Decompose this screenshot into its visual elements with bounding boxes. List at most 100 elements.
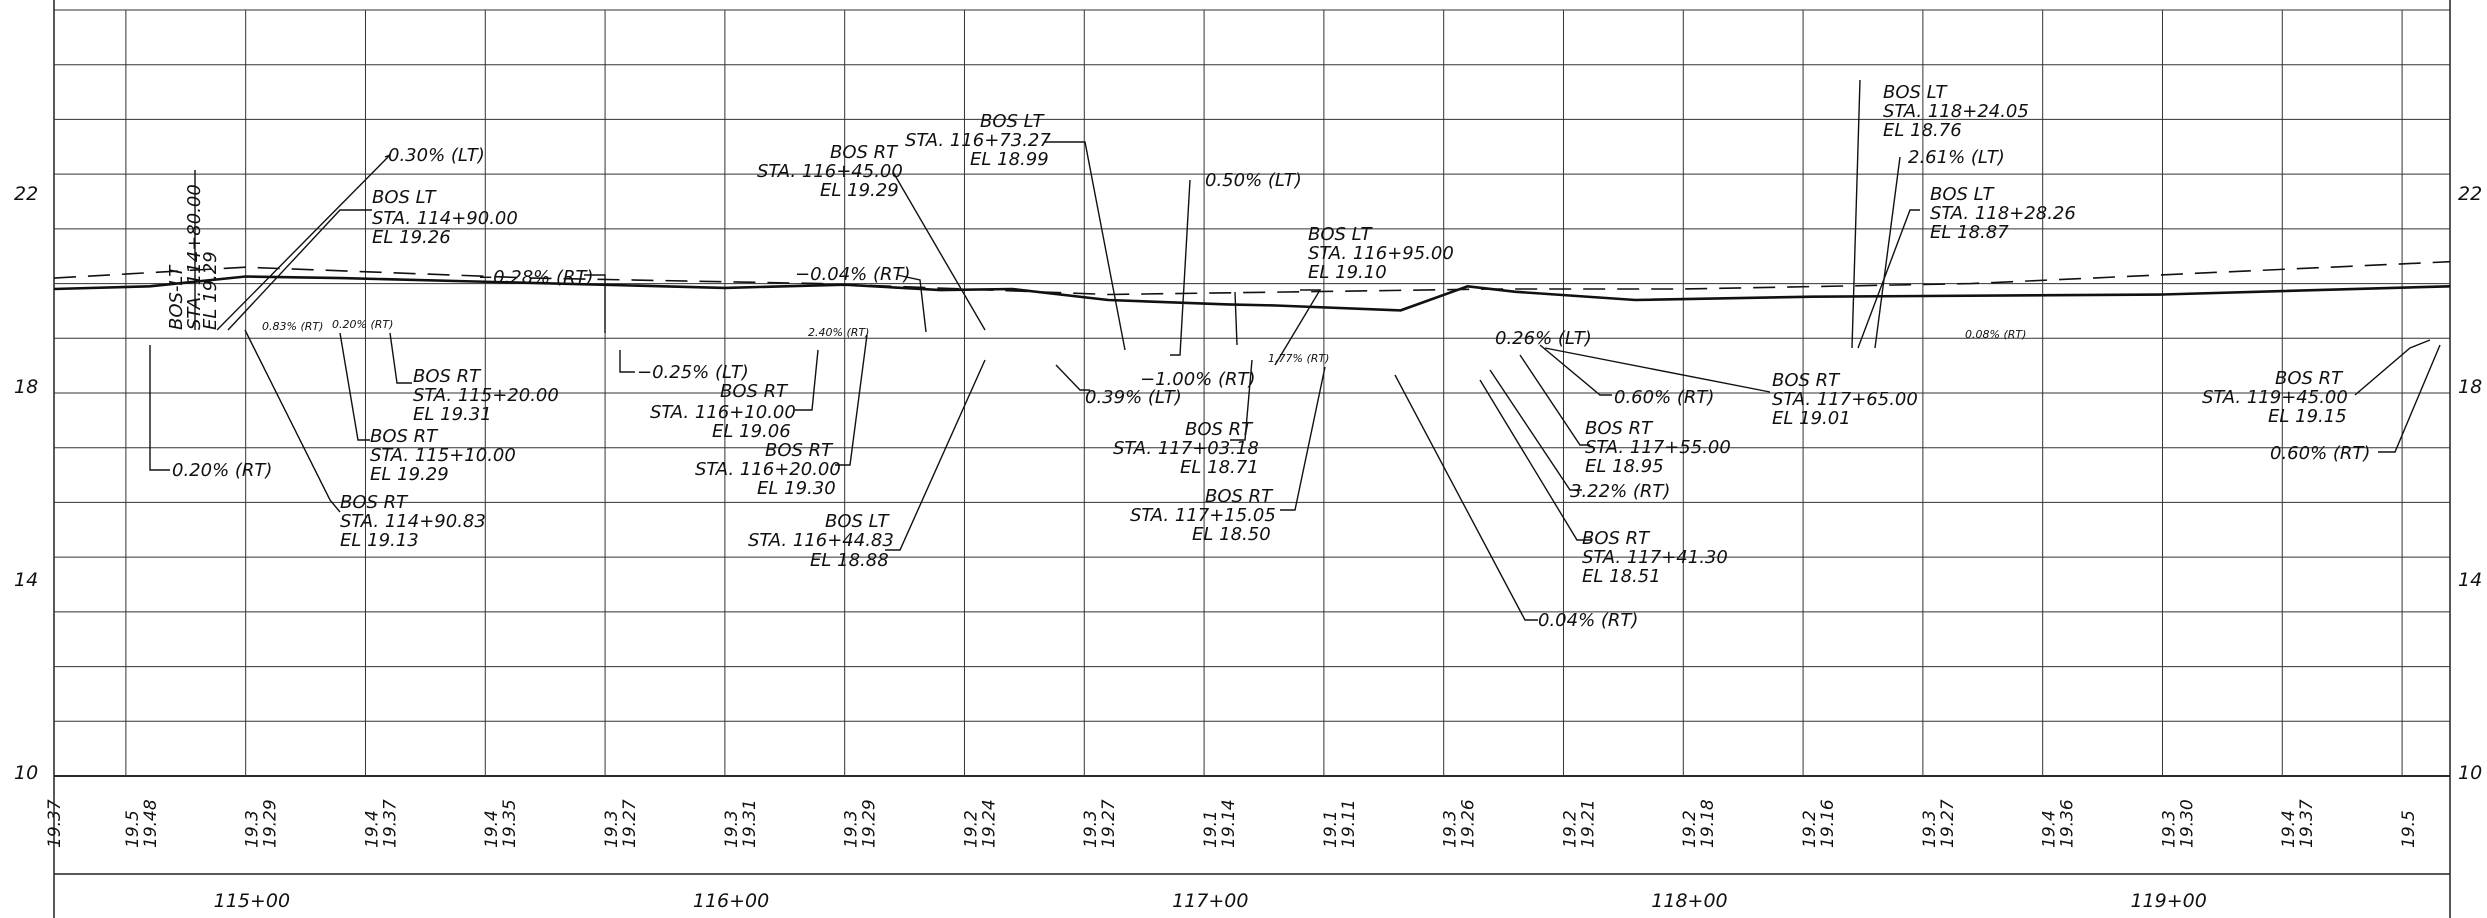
annotation-station: STA. 119+45.00 bbox=[2202, 387, 2348, 408]
annotation-station: STA. 117+55.00 bbox=[1585, 437, 1731, 458]
annotation-station: STA. 114+80.00 bbox=[184, 184, 205, 330]
slope-label: 0.60% (RT) bbox=[1614, 387, 1714, 408]
elevation-column: 19.119.14 bbox=[1201, 799, 1239, 848]
annotation-elevation: EL 19.13 bbox=[340, 530, 419, 551]
elevation-existing-label: 19.4 bbox=[362, 810, 382, 848]
elevation-column: 19.119.11 bbox=[1321, 799, 1359, 848]
annotation-bos-lt-116-95: BOS LT STA. 116+95.00 EL 19.10 bbox=[1308, 224, 1454, 283]
annotation-bos-rt-117-65: BOS RT STA. 117+65.00 EL 19.01 bbox=[1772, 370, 1918, 429]
annotation-bos-rt-116-45: BOS RT STA. 116+45.00 EL 19.29 bbox=[757, 142, 903, 201]
annotation-title: BOS RT bbox=[765, 440, 834, 461]
elevation-existing-label: 19.3 bbox=[1920, 810, 1940, 848]
elevation-existing-label: 19.3 bbox=[722, 810, 742, 848]
elevation-proposed-label: 19.37 bbox=[2297, 799, 2317, 848]
elevation-proposed-label: 19.31 bbox=[740, 799, 760, 848]
elevation-existing-label: 19.3 bbox=[1081, 810, 1101, 848]
annotation-bos-rt-114-90-83: BOS RT STA. 114+90.83 EL 19.13 bbox=[340, 492, 486, 551]
annotation-station: STA. 115+20.00 bbox=[413, 385, 559, 406]
slope-label: 0.83% (RT) bbox=[262, 320, 323, 333]
annotation-station: STA. 117+41.30 bbox=[1582, 547, 1728, 568]
station-labels: 115+00 116+00 117+00 118+00 119+00 bbox=[214, 890, 2207, 912]
elevation-column: 19.319.29 bbox=[243, 799, 281, 848]
annotation-elevation: EL 19.15 bbox=[2268, 406, 2347, 427]
annotation-station: STA. 118+24.05 bbox=[1883, 101, 2029, 122]
annotation-bos-rt-116-20: BOS RT STA. 116+20.00 EL 19.30 bbox=[695, 440, 841, 499]
annotation-title: BOS LT bbox=[825, 511, 890, 532]
annotation-bos-rt-117-41: BOS RT STA. 117+41.30 EL 18.51 bbox=[1582, 528, 1728, 587]
elevation-existing-label: 19.5 bbox=[123, 810, 143, 848]
annotation-elevation: EL 19.29 bbox=[200, 251, 221, 330]
elevation-column: 19.219.18 bbox=[1680, 799, 1718, 848]
slope-label: 3.22% (RT) bbox=[1570, 481, 1670, 502]
annotation-title: BOS LT bbox=[1883, 82, 1948, 103]
y-tick-label-18-right: 18 bbox=[2458, 376, 2482, 398]
annotation-bos-lt-116-44-83: BOS LT STA. 116+44.83 EL 18.88 bbox=[748, 511, 894, 571]
annotation-station: STA. 116+73.27 bbox=[905, 130, 1051, 151]
elevation-proposed-label: 19.27 bbox=[620, 799, 640, 848]
elevation-existing-label: 19.3 bbox=[2159, 810, 2179, 848]
annotation-bos-rt-116-10: BOS RT STA. 116+10.00 EL 19.06 bbox=[650, 381, 796, 442]
proposed-grade-line bbox=[53, 275, 2451, 312]
elevation-proposed-label: 19.48 bbox=[141, 799, 161, 848]
elevation-existing-label: 19.3 bbox=[243, 810, 263, 848]
station-label: 119+00 bbox=[2130, 890, 2206, 912]
slope-label: 2.40% (RT) bbox=[808, 326, 869, 339]
annotation-title: BOS-LT bbox=[166, 264, 187, 330]
elevation-proposed-label: 19.36 bbox=[2058, 799, 2078, 848]
slope-label: 0.50% (LT) bbox=[1205, 170, 1302, 191]
elevation-column: 19.519.48 bbox=[123, 799, 161, 848]
slope-label: 0.26% (LT) bbox=[1495, 328, 1592, 349]
annotation-title: BOS LT bbox=[980, 111, 1045, 132]
elevation-existing-label: 19.4 bbox=[2040, 810, 2060, 848]
elevation-proposed-label: 19.30 bbox=[2177, 799, 2197, 848]
elevation-proposed-label: 19.37 bbox=[45, 799, 65, 848]
annotation-station: STA. 116+20.00 bbox=[695, 459, 841, 480]
elevation-column: 19.419.37 bbox=[362, 799, 400, 848]
elevation-proposed-label: 19.27 bbox=[1938, 799, 1958, 848]
annotation-elevation: EL 19.30 bbox=[757, 478, 836, 499]
annotation-elevation: EL 18.95 bbox=[1585, 456, 1664, 477]
slope-label: 2.61% (LT) bbox=[1908, 147, 2005, 168]
annotation-bos-rt-119-45: BOS RT STA. 119+45.00 EL 19.15 bbox=[2202, 368, 2348, 427]
elevation-proposed-label: 19.14 bbox=[1219, 799, 1239, 848]
annotation-elevation: EL 19.29 bbox=[370, 464, 449, 485]
annotation-station: STA. 117+03.18 bbox=[1113, 438, 1259, 459]
elevation-existing-label: 19.1 bbox=[1321, 810, 1341, 848]
elevation-proposed-label: 19.18 bbox=[1698, 799, 1718, 848]
elevation-proposed-label: 19.37 bbox=[380, 799, 400, 848]
annotation-elevation: EL 19.10 bbox=[1308, 262, 1387, 283]
annotation-elevation: EL 18.50 bbox=[1192, 524, 1271, 545]
station-label: 115+00 bbox=[214, 890, 290, 912]
elevation-proposed-label: 19.29 bbox=[860, 799, 880, 848]
slope-label: 0.20% (RT) bbox=[332, 318, 393, 331]
grid-horizontal bbox=[54, 9, 2450, 777]
y-tick-label-14: 14 bbox=[14, 569, 38, 591]
elevation-column: 19.219.16 bbox=[1800, 799, 1838, 848]
elevation-proposed-label: 19.26 bbox=[1459, 799, 1479, 848]
y-axis-labels-left: 22 18 14 10 bbox=[14, 183, 38, 784]
annotation-title: BOS RT bbox=[413, 366, 482, 387]
elevation-proposed-label: 19.16 bbox=[1818, 799, 1838, 848]
elevation-column: 19.37 bbox=[45, 799, 65, 848]
y-tick-label-10-right: 10 bbox=[2458, 762, 2482, 784]
annotation-title: BOS LT bbox=[1308, 224, 1373, 245]
elevation-proposed-label: 19.24 bbox=[979, 799, 999, 848]
annotation-title: BOS RT bbox=[830, 142, 899, 163]
annotation-elevation: EL 18.71 bbox=[1180, 457, 1259, 478]
annotation-title: BOS RT bbox=[1585, 418, 1654, 439]
y-axis-labels-right: 22 18 14 10 bbox=[2458, 183, 2482, 784]
annotation-bos-lt-114-80: BOS-LT STA. 114+80.00 EL 19.29 bbox=[166, 184, 221, 330]
annotation-title: BOS RT bbox=[720, 381, 789, 402]
slope-label: 0.30% (LT) bbox=[388, 145, 485, 166]
elevation-column: 19.319.31 bbox=[722, 799, 760, 848]
annotation-elevation: EL 18.76 bbox=[1883, 120, 1962, 141]
slope-label: 1.77% (RT) bbox=[1268, 352, 1329, 365]
leader-lines bbox=[149, 79, 2441, 621]
annotation-station: STA. 117+65.00 bbox=[1772, 389, 1918, 410]
existing-ground-line bbox=[53, 260, 2451, 296]
elevation-column: 19.319.27 bbox=[602, 799, 640, 848]
elevation-proposed-label: 19.27 bbox=[1099, 799, 1119, 848]
elevation-existing-label: 19.3 bbox=[602, 810, 622, 848]
annotation-title: BOS LT bbox=[1930, 184, 1995, 205]
slope-label: 0.04% (RT) bbox=[1538, 610, 1638, 631]
